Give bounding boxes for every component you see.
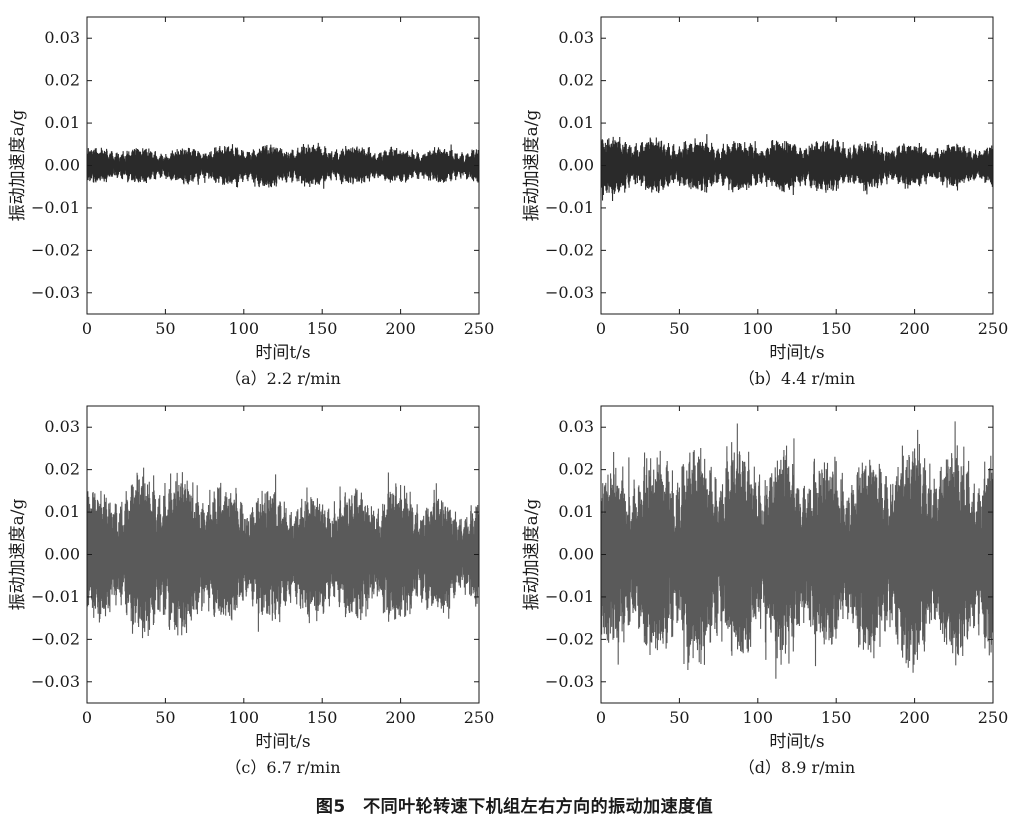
x-tick-label: 250	[978, 319, 1009, 338]
chart-panel-2: 0.03 0.02 0.01 0.00 −0.01 −0.02 −0.030 50 100 150…	[522, 16, 1009, 388]
x-tick-label: 0	[82, 319, 92, 338]
x-tick-label: 50	[669, 708, 689, 727]
y-tick-label: 0.03	[558, 28, 594, 47]
x-tick-label: 250	[978, 708, 1009, 727]
x-tick-label: 0	[82, 708, 92, 727]
x-tick-label: 100	[229, 319, 260, 338]
subplot-caption: （a）2.2 r/min	[225, 369, 341, 388]
y-tick-label: −0.03	[31, 672, 80, 691]
subplot-caption: （d）8.9 r/min	[739, 758, 855, 777]
signal-trace	[87, 467, 479, 639]
y-tick-label: 0.00	[558, 156, 594, 175]
figure-caption: 图5 不同叶轮转速下机组左右方向的振动加速度值	[315, 797, 714, 817]
y-tick-label: −0.03	[545, 283, 594, 302]
y-tick-label: 0.00	[44, 545, 80, 564]
x-tick-label: 100	[229, 708, 260, 727]
y-axis-title: 振动加速度a/g	[8, 110, 28, 222]
y-tick-label: −0.02	[31, 629, 80, 648]
y-tick-label: 0.03	[44, 417, 80, 436]
subplot-caption: （c）6.7 r/min	[225, 758, 340, 777]
y-axis-title: 振动加速度a/g	[522, 110, 542, 222]
y-tick-label: −0.01	[545, 198, 594, 217]
subplot-caption: （b）4.4 r/min	[739, 369, 855, 388]
x-tick-label: 100	[743, 319, 774, 338]
signal-trace	[87, 142, 479, 189]
x-axis-title: 时间t/s	[255, 732, 310, 752]
y-tick-label: 0.00	[44, 156, 80, 175]
x-tick-label: 0	[596, 708, 606, 727]
x-tick-label: 0	[596, 319, 606, 338]
x-tick-label: 150	[821, 319, 852, 338]
figure-svg: 0.030.020.010.00−0.01−0.02−0.030 50 100 150…	[8, 16, 1009, 777]
y-tick-label: 0.03	[558, 417, 594, 436]
signal-trace	[601, 134, 993, 202]
x-axis-title: 时间t/s	[255, 343, 310, 363]
y-tick-label: 0.02	[558, 71, 594, 90]
y-tick-label: −0.03	[31, 283, 80, 302]
chart-panel-3: 0.03 0.02 0.01 0.00 −0.01 −0.02 −0.030 50 100 150…	[8, 405, 495, 777]
y-axis-title: 振动加速度a/g	[522, 499, 542, 611]
y-tick-label: 0.02	[44, 460, 80, 479]
y-tick-label: 0.01	[44, 502, 80, 521]
y-tick-label: −0.01	[31, 198, 80, 217]
chart-panel-1: 0.03 0.02 0.01 0.00 −0.01 −0.02 −0.030 50 100 150…	[8, 16, 495, 388]
x-tick-label: 200	[385, 319, 416, 338]
x-axis-title: 时间t/s	[769, 732, 824, 752]
x-tick-label: 50	[669, 319, 689, 338]
x-tick-label: 150	[307, 319, 338, 338]
x-axis-title: 时间t/s	[769, 343, 824, 363]
y-tick-label: −0.02	[31, 240, 80, 259]
y-tick-label: −0.03	[545, 672, 594, 691]
x-tick-label: 150	[307, 708, 338, 727]
y-tick-label: 0.01	[44, 113, 80, 132]
chart-panel-4: 0.03 0.02 0.01 0.00 −0.01 −0.02 −0.030 50 100 150…	[522, 405, 1009, 777]
y-tick-label: 0.03	[44, 28, 80, 47]
y-tick-label: 0.00	[558, 545, 594, 564]
y-tick-label: −0.02	[545, 240, 594, 259]
x-tick-label: 250	[464, 319, 495, 338]
x-tick-label: 250	[464, 708, 495, 727]
x-tick-label: 200	[899, 319, 930, 338]
y-tick-label: 0.02	[44, 71, 80, 90]
x-tick-label: 200	[385, 708, 416, 727]
x-tick-label: 50	[155, 319, 175, 338]
y-tick-label: 0.01	[558, 113, 594, 132]
x-tick-label: 50	[155, 708, 175, 727]
x-tick-label: 150	[821, 708, 852, 727]
y-axis-title: 振动加速度a/g	[8, 499, 28, 611]
y-tick-label: 0.02	[558, 460, 594, 479]
y-tick-label: 0.01	[558, 502, 594, 521]
y-tick-label: −0.01	[545, 587, 594, 606]
x-tick-label: 100	[743, 708, 774, 727]
x-tick-label: 200	[899, 708, 930, 727]
y-tick-label: −0.01	[31, 587, 80, 606]
y-tick-label: −0.02	[545, 629, 594, 648]
signal-trace	[601, 421, 993, 679]
